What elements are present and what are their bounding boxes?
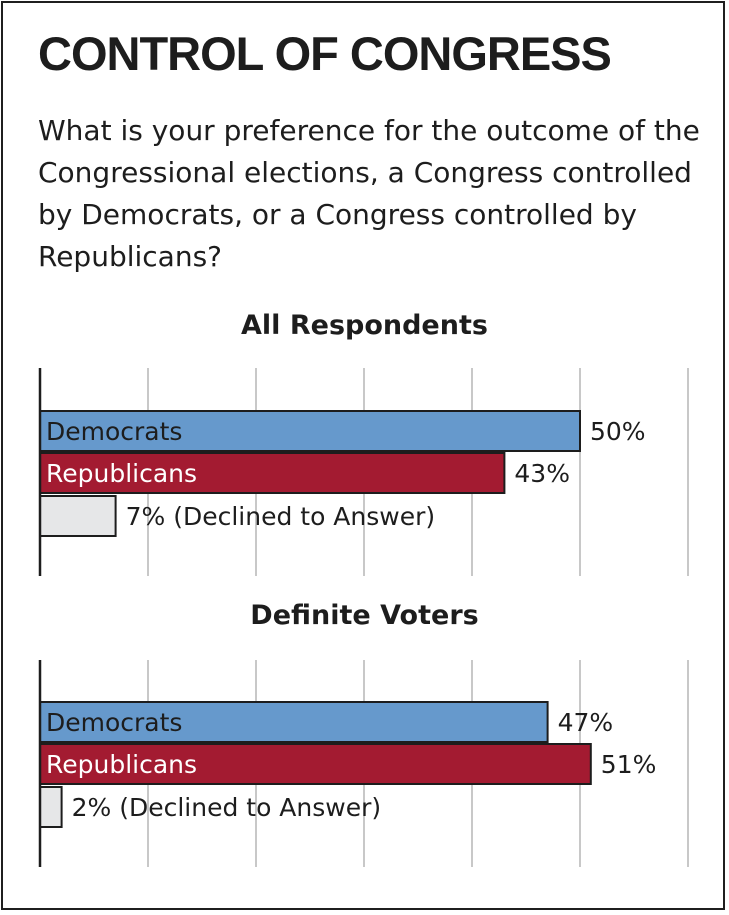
bar-democrats bbox=[39, 410, 581, 452]
bar-declined bbox=[39, 786, 63, 828]
chart-title: CONTROL OF CONGRESS bbox=[38, 27, 612, 80]
bar-category-label-republicans: Republicans bbox=[46, 750, 197, 779]
bar-value-label-republicans: 51% bbox=[601, 750, 657, 779]
bar-declined bbox=[39, 495, 117, 537]
bar-value-label-declined: 7% (Declined to Answer) bbox=[126, 502, 436, 531]
bar-value-label-declined: 2% (Declined to Answer) bbox=[72, 793, 382, 822]
bar-value-label-democrats: 47% bbox=[558, 708, 614, 737]
bar-republicans bbox=[39, 743, 592, 785]
bar-category-label-democrats: Democrats bbox=[46, 417, 182, 446]
bar-category-label-republicans: Republicans bbox=[46, 459, 197, 488]
bar-category-label-democrats: Democrats bbox=[46, 708, 182, 737]
bar-value-label-republicans: 43% bbox=[514, 459, 570, 488]
bar-democrats bbox=[39, 701, 549, 743]
panel-title-definite-voters: Definite Voters bbox=[250, 600, 479, 631]
bar-value-label-democrats: 50% bbox=[590, 417, 646, 446]
panel-title-all-respondents: All Respondents bbox=[241, 310, 488, 341]
survey-question: What is your preference for the outcome … bbox=[38, 114, 700, 273]
